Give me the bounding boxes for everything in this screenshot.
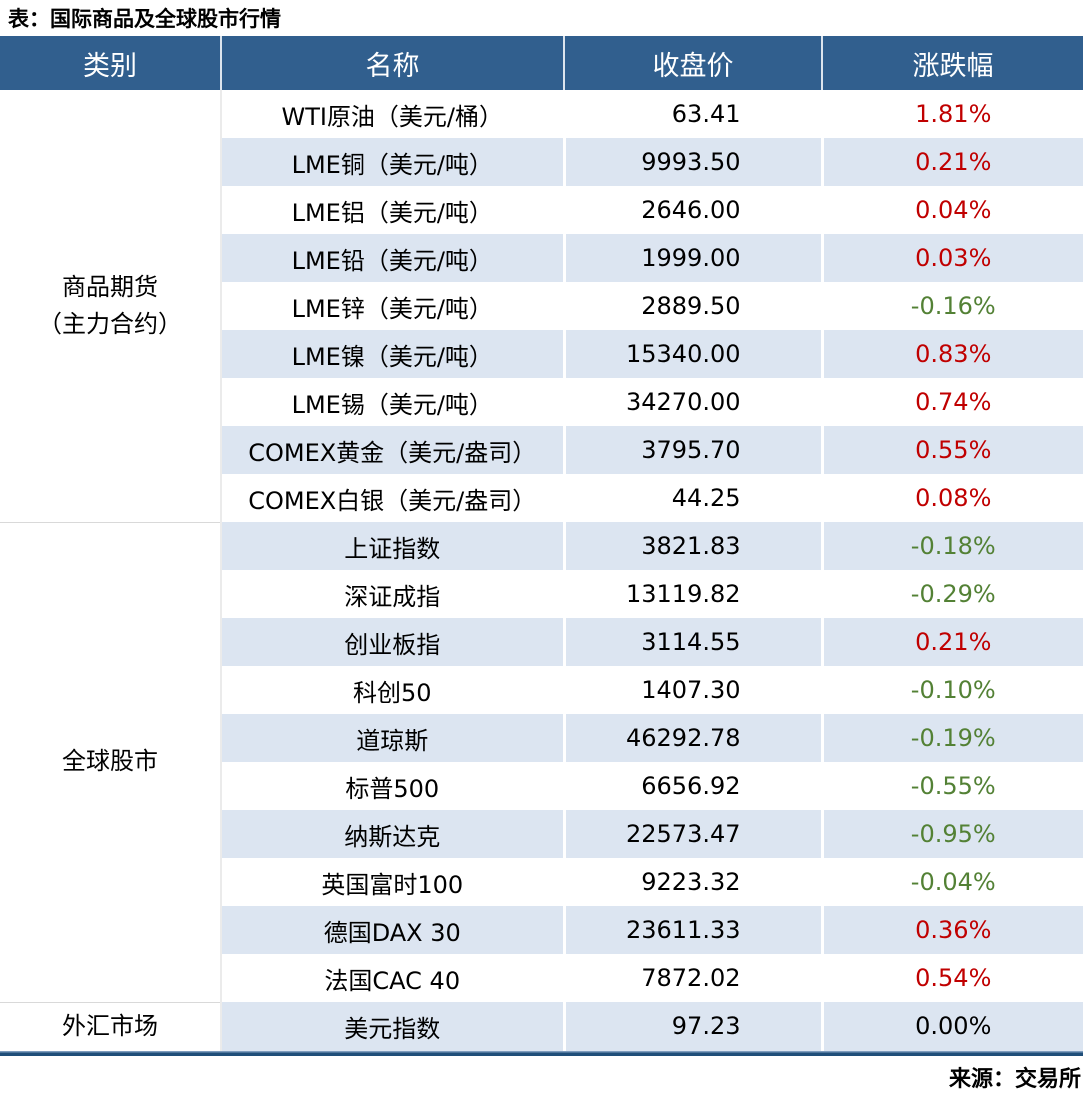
instrument-name-cell: WTI原油（美元/桶） <box>281 102 504 131</box>
instrument-name-cell: 深证成指 <box>344 582 441 611</box>
header-category: 类别 <box>0 36 221 90</box>
table-row: 英国富时100 9223.32 -0.04% <box>0 858 1083 906</box>
change-pct-cell: 0.04% <box>820 186 1083 234</box>
table-row: LME锌（美元/吨） 2889.50 -0.16% <box>0 282 1083 330</box>
close-price-cell: 44.25 <box>562 474 822 522</box>
change-pct-cell: 0.83% <box>820 330 1083 378</box>
close-price-cell: 23611.33 <box>562 906 822 954</box>
change-pct-cell: 0.00% <box>820 1002 1083 1051</box>
category-cell: 外汇市场 <box>0 1001 222 1051</box>
change-pct-cell: 0.21% <box>820 138 1083 186</box>
instrument-name-cell: LME铝（美元/吨） <box>291 198 493 227</box>
instrument-name-cell: 美元指数 <box>221 1002 564 1051</box>
table-row: 全球股市 上证指数 3821.83 -0.18% <box>0 521 1083 1002</box>
table-body: 商品期货 （主力合约） WTI原油（美元/桶） 63.41 1.81% LME铜（美元/吨… <box>0 90 1083 1051</box>
table-row: 创业板指 3114.55 0.21% <box>0 618 1083 666</box>
close-price-cell: 2889.50 <box>562 282 822 330</box>
table-header: 类别 名称 收盘价 涨跌幅 <box>0 36 1083 90</box>
category-cell: 商品期货 （主力合约） <box>0 90 222 522</box>
instrument-name-cell: COMEX黄金（美元/盎司） <box>221 426 564 474</box>
table-row: LME锡（美元/吨） 34270.00 0.74% <box>0 378 1083 426</box>
change-pct-cell: 1.81% <box>820 90 1083 138</box>
table-row: LME铜（美元/吨） 9993.50 0.21% <box>0 138 1083 186</box>
table-row: 德国DAX 30 23611.33 0.36% <box>0 906 1083 954</box>
table-row: COMEX白银（美元/盎司） 44.25 0.08% <box>0 474 1083 522</box>
close-price-cell: 9993.50 <box>562 138 822 186</box>
table-row: 科创50 1407.30 -0.10% <box>0 666 1083 714</box>
close-price-cell: 3821.83 <box>562 522 822 570</box>
category-label: 全球股市 <box>62 747 158 776</box>
market-table: 类别 名称 收盘价 涨跌幅 商品期货 （主力合约） WTI原油（美元/桶） 63.41… <box>0 36 1083 1051</box>
close-price-cell: 3795.70 <box>562 426 822 474</box>
source-note: 来源：交易所 <box>948 1066 1081 1092</box>
change-pct-cell: 0.74% <box>820 378 1083 426</box>
table-row: 外汇市场 美元指数 97.23 0.00% <box>0 1001 1083 1051</box>
bottom-rule <box>0 1050 1083 1056</box>
instrument-name-cell: 纳斯达克 <box>221 810 564 858</box>
change-pct-cell: 0.08% <box>820 474 1083 522</box>
change-pct-cell: -0.55% <box>820 762 1083 810</box>
instrument-name-cell: 德国DAX 30 <box>221 906 564 954</box>
close-price-cell: 1407.30 <box>562 666 822 714</box>
instrument-name-cell: 道琼斯 <box>221 714 564 762</box>
table-row: 道琼斯 46292.78 -0.19% <box>0 714 1083 762</box>
instrument-name-cell: LME铜（美元/吨） <box>221 138 564 186</box>
instrument-name-cell: LME镍（美元/吨） <box>221 330 564 378</box>
instrument-name-cell: LME铅（美元/吨） <box>221 234 564 282</box>
category-label: （主力合约） <box>38 309 182 338</box>
close-price-cell: 22573.47 <box>562 810 822 858</box>
table-row: 标普500 6656.92 -0.55% <box>0 762 1083 810</box>
table-row: COMEX黄金（美元/盎司） 3795.70 0.55% <box>0 426 1083 474</box>
close-price-cell: 9223.32 <box>562 858 822 906</box>
instrument-name-cell: 上证指数 <box>221 522 564 570</box>
category-label: 外汇市场 <box>62 1011 158 1040</box>
change-pct-cell: 0.21% <box>820 618 1083 666</box>
instrument-name-cell: 英国富时100 <box>321 870 464 899</box>
change-pct-cell: -0.04% <box>820 858 1083 906</box>
header-row: 类别 名称 收盘价 涨跌幅 <box>0 36 1083 90</box>
instrument-name-cell: LME锡（美元/吨） <box>291 390 493 419</box>
category-label: 商品期货 <box>62 272 158 301</box>
table-row: LME铅（美元/吨） 1999.00 0.03% <box>0 234 1083 282</box>
table-row: 纳斯达克 22573.47 -0.95% <box>0 810 1083 858</box>
table-row: LME铝（美元/吨） 2646.00 0.04% <box>0 186 1083 234</box>
close-price-cell: 15340.00 <box>562 330 822 378</box>
change-pct-cell: -0.16% <box>820 282 1083 330</box>
change-pct-cell: 0.03% <box>820 234 1083 282</box>
instrument-name-cell: 创业板指 <box>221 618 564 666</box>
instrument-name-cell: LME锌（美元/吨） <box>291 294 493 323</box>
header-change-pct: 涨跌幅 <box>821 36 1083 90</box>
table-row: 深证成指 13119.82 -0.29% <box>0 570 1083 618</box>
change-pct-cell: 0.54% <box>820 954 1083 1002</box>
instrument-name-cell: COMEX白银（美元/盎司） <box>248 486 537 515</box>
close-price-cell: 46292.78 <box>562 714 822 762</box>
close-price-cell: 13119.82 <box>562 570 822 618</box>
instrument-name-cell: 标普500 <box>345 774 440 803</box>
change-pct-cell: -0.95% <box>820 810 1083 858</box>
close-price-cell: 7872.02 <box>562 954 822 1002</box>
close-price-cell: 3114.55 <box>562 618 822 666</box>
change-pct-cell: -0.18% <box>820 522 1083 570</box>
close-price-cell: 63.41 <box>562 90 822 138</box>
change-pct-cell: 0.36% <box>820 906 1083 954</box>
instrument-name-cell: 法国CAC 40 <box>324 966 461 995</box>
header-close-price: 收盘价 <box>563 36 822 90</box>
change-pct-cell: -0.19% <box>820 714 1083 762</box>
instrument-name-cell: 科创50 <box>352 678 432 707</box>
close-price-cell: 6656.92 <box>562 762 822 810</box>
close-price-cell: 1999.00 <box>562 234 822 282</box>
table-row: 商品期货 （主力合约） WTI原油（美元/桶） 63.41 1.81% <box>0 90 1083 522</box>
header-name: 名称 <box>220 36 564 90</box>
change-pct-cell: -0.10% <box>820 666 1083 714</box>
close-price-cell: 34270.00 <box>562 378 822 426</box>
close-price-cell: 2646.00 <box>562 186 822 234</box>
table-row: LME镍（美元/吨） 15340.00 0.83% <box>0 330 1083 378</box>
change-pct-cell: 0.55% <box>820 426 1083 474</box>
category-cell: 全球股市 <box>0 521 222 1002</box>
table-row: 法国CAC 40 7872.02 0.54% <box>0 954 1083 1002</box>
change-pct-cell: -0.29% <box>820 570 1083 618</box>
close-price-cell: 97.23 <box>562 1002 822 1051</box>
page-title: 表：国际商品及全球股市行情 <box>8 7 281 31</box>
